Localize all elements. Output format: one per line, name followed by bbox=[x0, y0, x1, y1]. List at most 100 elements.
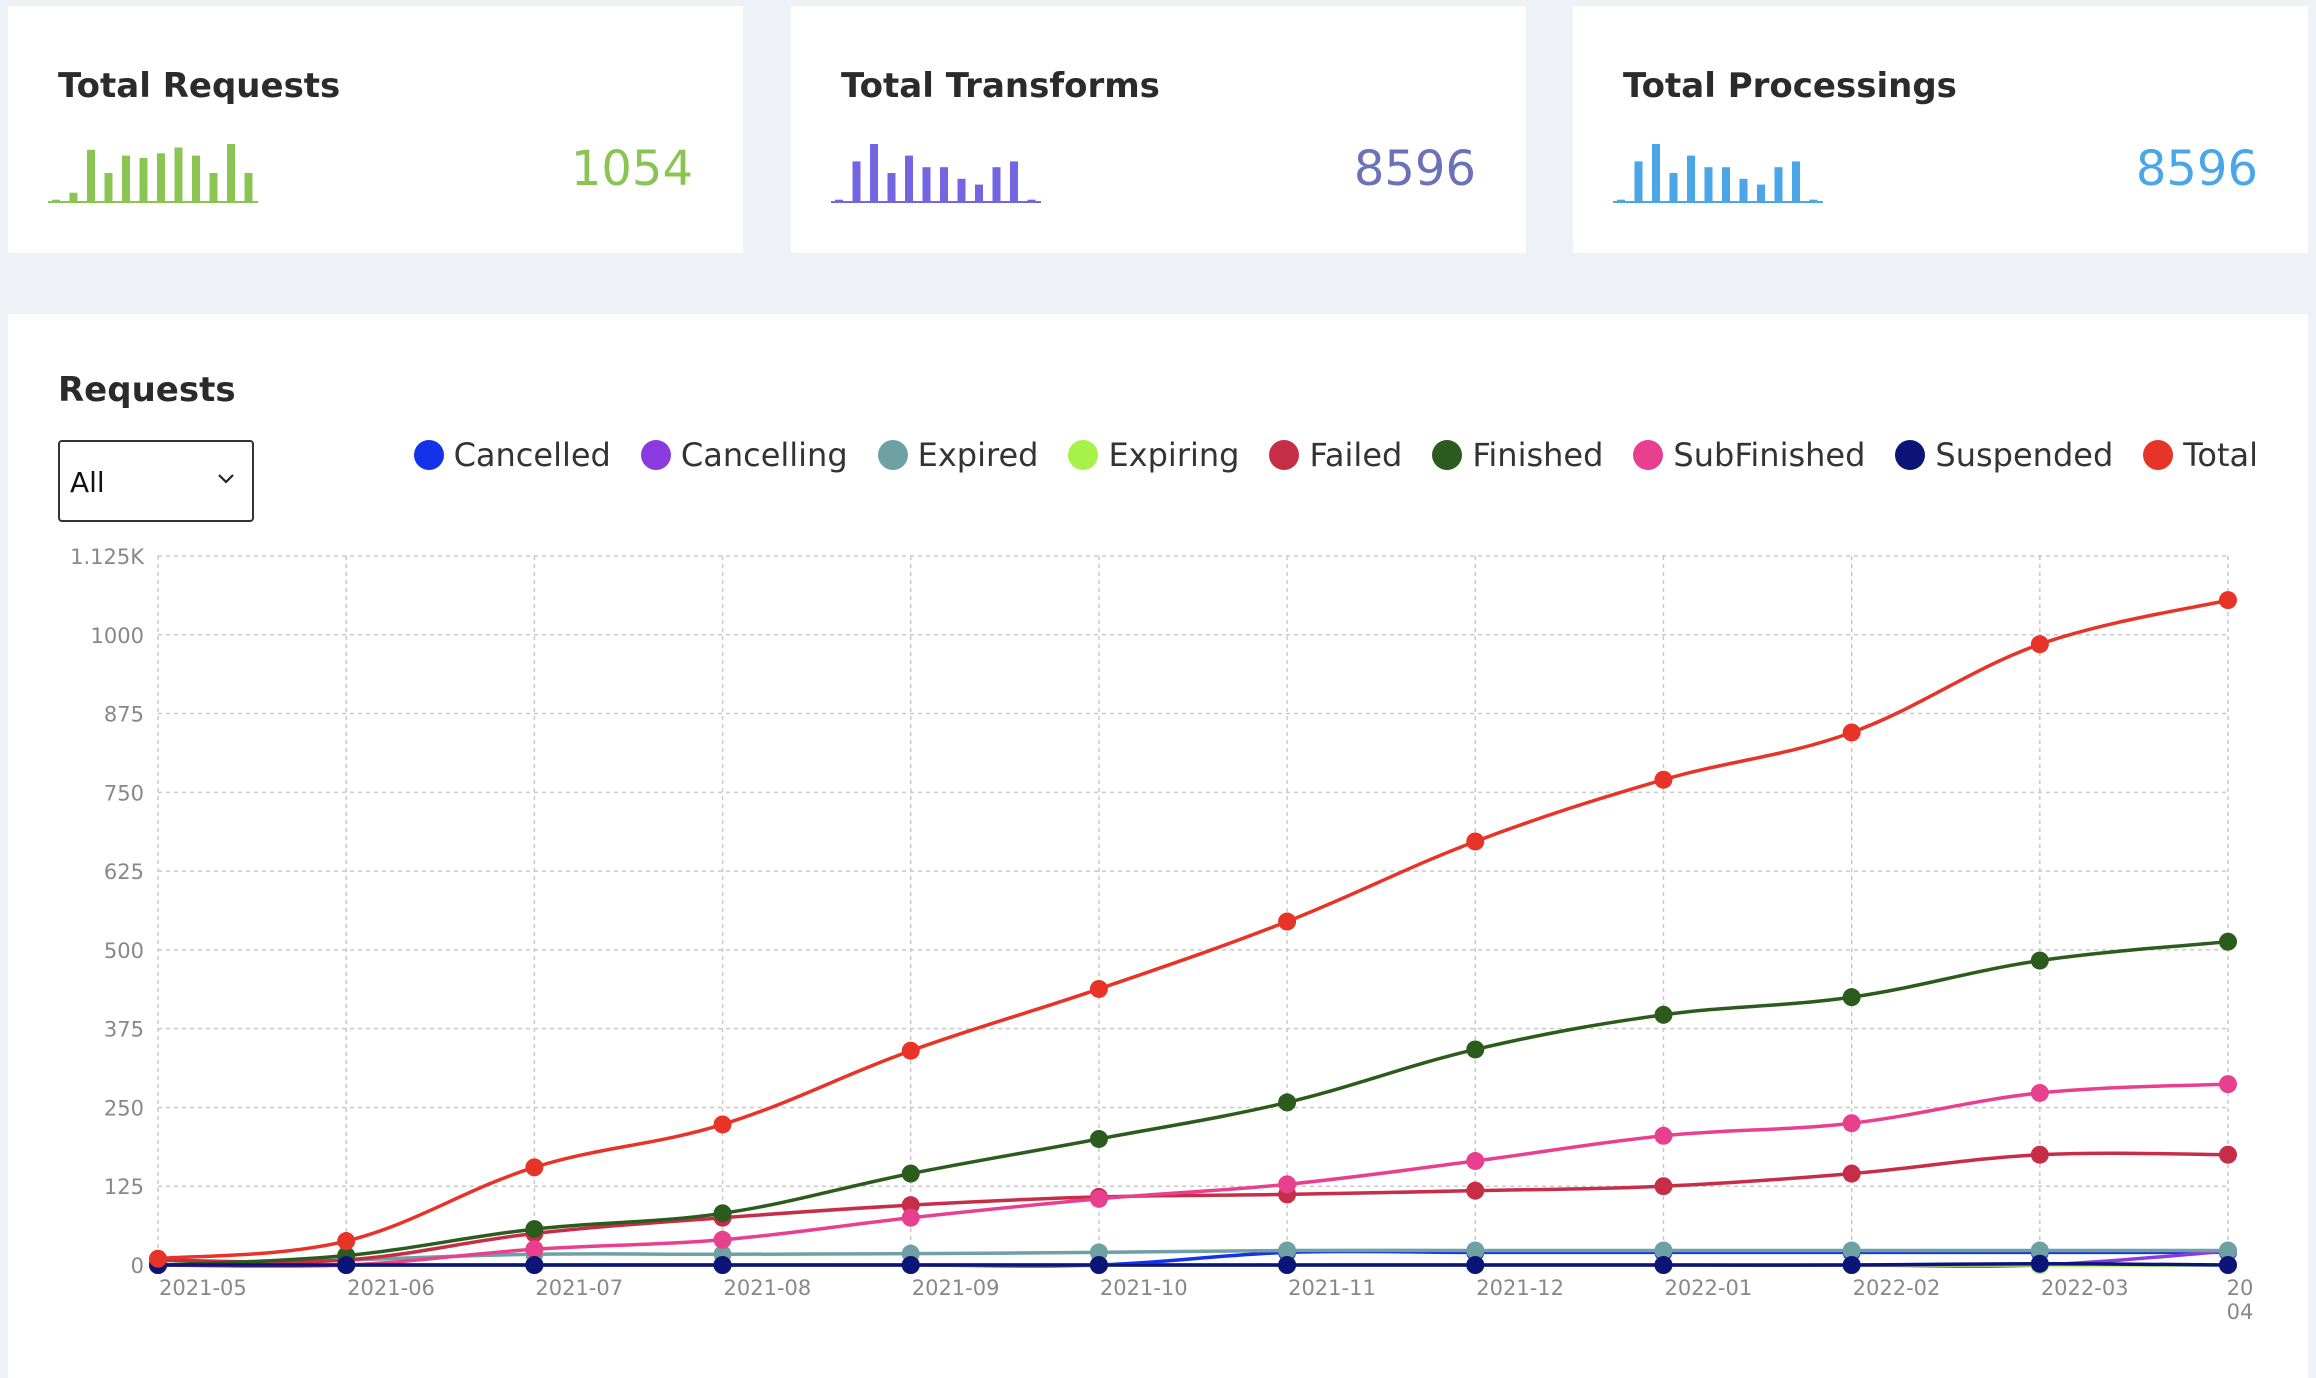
data-point[interactable] bbox=[2030, 1254, 2049, 1273]
data-point[interactable] bbox=[1466, 1040, 1485, 1059]
legend-item[interactable]: Total bbox=[2143, 436, 2258, 474]
sparkline-bar bbox=[852, 161, 861, 202]
data-point[interactable] bbox=[2030, 635, 2049, 654]
series-finished bbox=[149, 932, 2237, 1274]
status-filter-select[interactable]: All bbox=[58, 440, 254, 522]
legend-dot bbox=[413, 440, 444, 470]
data-point[interactable] bbox=[1089, 1189, 1108, 1208]
data-point[interactable] bbox=[1089, 1129, 1108, 1148]
data-point[interactable] bbox=[1466, 1256, 1485, 1274]
legend-item[interactable]: SubFinished bbox=[1633, 436, 1865, 474]
data-point[interactable] bbox=[1842, 1164, 1861, 1183]
legend-label: Total bbox=[2183, 436, 2258, 474]
legend-item[interactable]: Cancelling bbox=[640, 436, 848, 474]
data-point[interactable] bbox=[1089, 1256, 1108, 1274]
y-tick-label: 625 bbox=[104, 860, 144, 884]
data-point[interactable] bbox=[1466, 832, 1485, 851]
data-point[interactable] bbox=[1654, 1126, 1673, 1145]
data-point[interactable] bbox=[1842, 1114, 1861, 1133]
x-tick-label: 2022-02 bbox=[1853, 1276, 1941, 1300]
data-point[interactable] bbox=[713, 1204, 732, 1223]
data-point[interactable] bbox=[1466, 1152, 1485, 1171]
sparkline-bar bbox=[1634, 161, 1643, 202]
data-point[interactable] bbox=[2219, 1256, 2237, 1274]
card-total-transforms: Total Transforms 8596 bbox=[791, 6, 1526, 253]
card-total-processings: Total Processings 8596 bbox=[1573, 6, 2308, 253]
data-point[interactable] bbox=[2219, 1145, 2237, 1164]
data-point[interactable] bbox=[2030, 1145, 2049, 1164]
data-point[interactable] bbox=[2219, 1075, 2237, 1094]
x-tick-label: 2021-08 bbox=[724, 1276, 812, 1300]
data-point[interactable] bbox=[1654, 1005, 1673, 1024]
sparkline-bar bbox=[1687, 155, 1695, 202]
data-point[interactable] bbox=[1654, 1256, 1673, 1274]
legend-label: Expired bbox=[917, 436, 1039, 474]
sparkline-bar bbox=[975, 184, 983, 202]
data-point[interactable] bbox=[1278, 1241, 1297, 1260]
data-point[interactable] bbox=[1842, 988, 1861, 1007]
data-point[interactable] bbox=[1842, 1256, 1861, 1274]
data-point[interactable] bbox=[713, 1230, 732, 1249]
data-point[interactable] bbox=[901, 1196, 920, 1215]
data-point[interactable] bbox=[901, 1208, 920, 1227]
data-point[interactable] bbox=[337, 1256, 356, 1274]
data-point[interactable] bbox=[713, 1115, 732, 1134]
data-point[interactable] bbox=[1466, 1241, 1485, 1260]
data-point[interactable] bbox=[2030, 1241, 2049, 1260]
data-point[interactable] bbox=[1278, 912, 1297, 931]
data-point[interactable] bbox=[2219, 591, 2237, 610]
sparkline-bar bbox=[52, 199, 60, 202]
legend-item[interactable]: Expired bbox=[877, 436, 1039, 474]
legend-item[interactable]: Expiring bbox=[1068, 436, 1239, 474]
data-point[interactable] bbox=[525, 1158, 544, 1177]
y-tick-label: 875 bbox=[104, 703, 144, 727]
data-point[interactable] bbox=[901, 1164, 920, 1183]
data-point[interactable] bbox=[525, 1220, 544, 1239]
data-point[interactable] bbox=[1654, 770, 1673, 789]
chart-legend: Cancelled Cancelling Expired Expiring Failed… bbox=[384, 436, 2258, 474]
x-tick-label: 2021-09 bbox=[912, 1276, 1000, 1300]
data-point[interactable] bbox=[149, 1249, 167, 1268]
data-point[interactable] bbox=[901, 1256, 920, 1274]
sparkline-bar bbox=[104, 173, 113, 202]
data-point[interactable] bbox=[2030, 1083, 2049, 1102]
data-point[interactable] bbox=[525, 1256, 544, 1274]
requests-line-chart: 0 125 250 375 500 625 750 875 1000 1.125K 2021-05 2… bbox=[70, 545, 2253, 1324]
select-value: All bbox=[70, 466, 105, 499]
data-point[interactable] bbox=[901, 1041, 920, 1060]
data-point[interactable] bbox=[1654, 1177, 1673, 1196]
sparkline-bar bbox=[1027, 199, 1036, 202]
series-line bbox=[157, 1082, 2229, 1269]
data-point[interactable] bbox=[713, 1256, 732, 1274]
legend-dot bbox=[2143, 440, 2174, 470]
sparkline-bar bbox=[870, 144, 878, 202]
legend-item[interactable]: Suspended bbox=[1895, 436, 2113, 474]
sparkline-bar bbox=[1809, 199, 1818, 202]
data-point[interactable] bbox=[525, 1240, 544, 1259]
card-title: Total Processings bbox=[1623, 66, 1957, 106]
sparkline-bar bbox=[1704, 167, 1713, 202]
data-point[interactable] bbox=[2030, 951, 2049, 970]
data-point[interactable] bbox=[1842, 723, 1861, 742]
data-point[interactable] bbox=[1466, 1181, 1485, 1200]
data-point[interactable] bbox=[2219, 1241, 2237, 1260]
legend-dot bbox=[1895, 440, 1926, 470]
data-point[interactable] bbox=[1278, 1175, 1297, 1194]
x-tick-label: 2021-10 bbox=[1100, 1276, 1188, 1300]
legend-item[interactable]: Finished bbox=[1432, 436, 1603, 474]
data-point[interactable] bbox=[1842, 1241, 1861, 1260]
legend-item[interactable]: Failed bbox=[1269, 436, 1402, 474]
data-point[interactable] bbox=[337, 1232, 356, 1251]
data-point[interactable] bbox=[1089, 979, 1108, 998]
legend-item[interactable]: Cancelled bbox=[413, 436, 611, 474]
data-point[interactable] bbox=[1278, 1093, 1297, 1112]
x-tick-label: 2021-11 bbox=[1288, 1276, 1376, 1300]
data-point[interactable] bbox=[1278, 1256, 1297, 1274]
data-point[interactable] bbox=[2219, 932, 2237, 951]
y-tick-label: 750 bbox=[104, 781, 144, 805]
x-tick-label: 2021-05 bbox=[159, 1276, 247, 1300]
sparkline-bar bbox=[1757, 184, 1765, 202]
data-point[interactable] bbox=[1089, 1243, 1108, 1262]
data-point[interactable] bbox=[1654, 1241, 1673, 1260]
sparkline-bar bbox=[992, 167, 1001, 202]
